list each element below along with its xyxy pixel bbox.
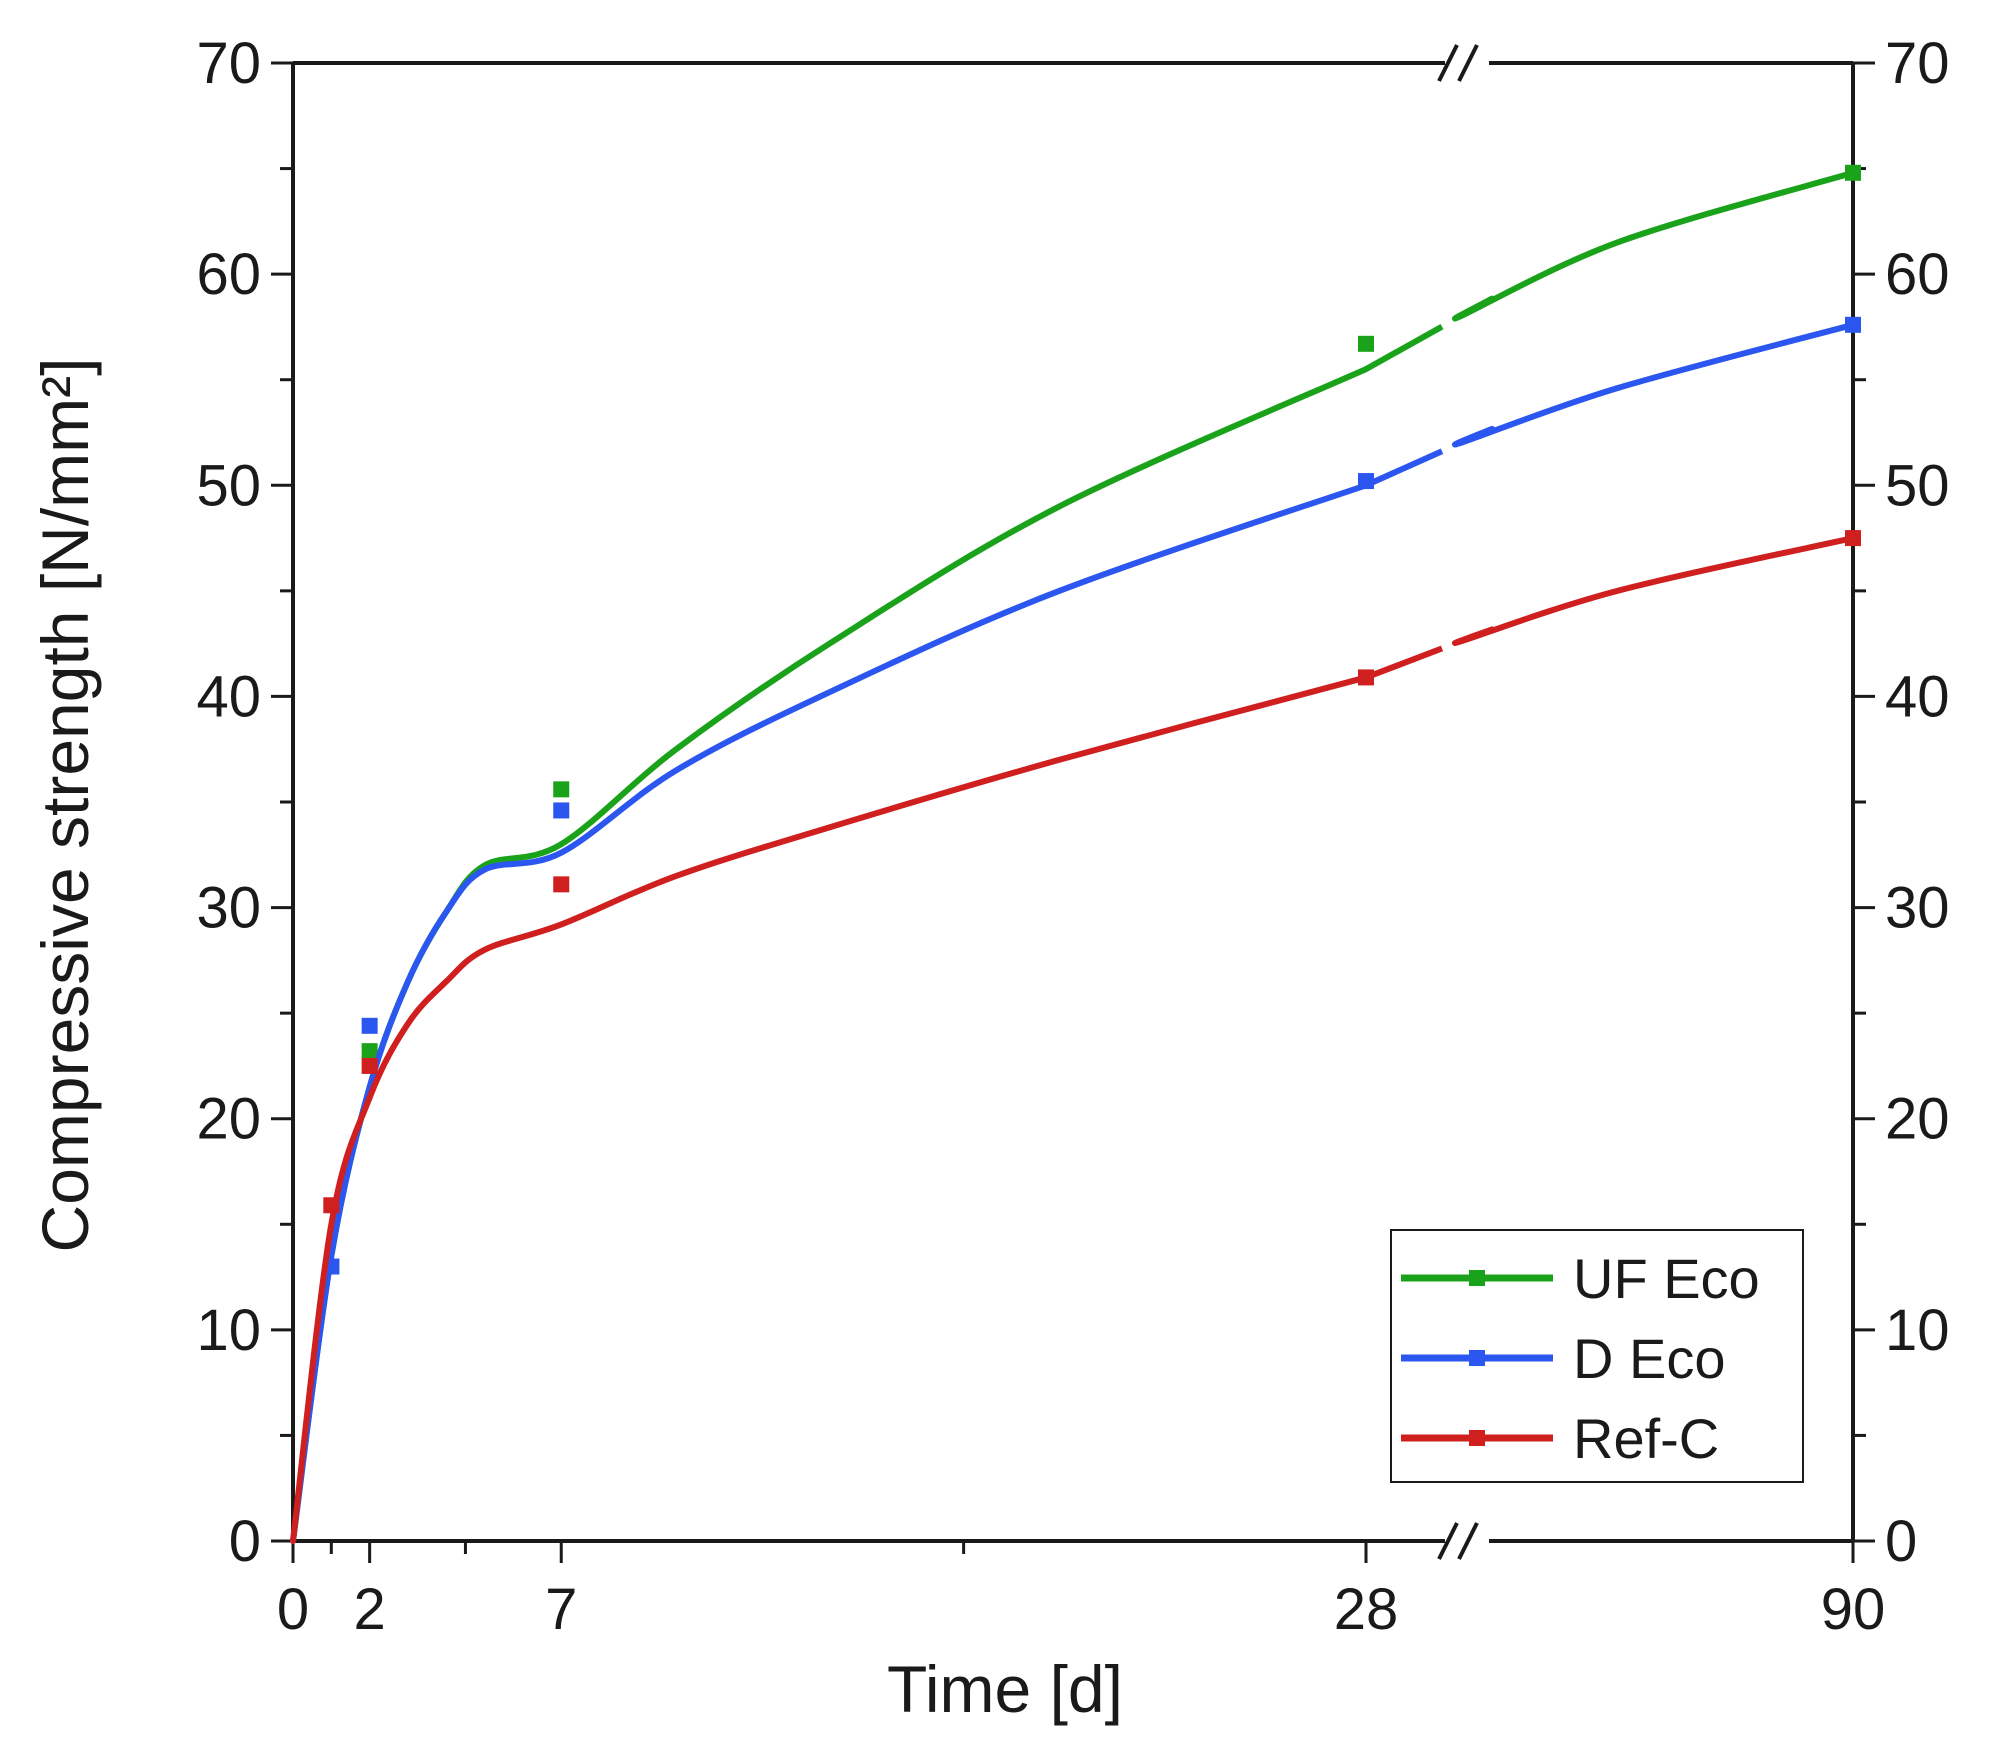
data-point-marker bbox=[361, 1057, 378, 1074]
y-tick-label-right: 10 bbox=[1885, 1298, 1950, 1363]
y-tick-label-left: 50 bbox=[196, 453, 261, 518]
fit-curve-late bbox=[1452, 321, 1856, 448]
x-tick-label: 0 bbox=[277, 1577, 309, 1642]
legend-label: UF Eco bbox=[1573, 1247, 1760, 1310]
y-tick-label-right: 20 bbox=[1885, 1087, 1950, 1152]
y-tick-label-right: 30 bbox=[1885, 876, 1950, 941]
x-tick-label: 2 bbox=[354, 1577, 386, 1642]
y-tick-label-right: 0 bbox=[1885, 1509, 1917, 1574]
fit-curve-pre-break bbox=[1364, 645, 1444, 681]
y-tick-label-left: 10 bbox=[196, 1298, 261, 1363]
x-axis-ticks: 0 2 7 28 90 bbox=[277, 1541, 1885, 1642]
fit-curve-pre-break bbox=[1364, 448, 1444, 489]
data-point-marker bbox=[1845, 316, 1861, 333]
data-point-marker bbox=[323, 1197, 340, 1214]
y-tick-label-left: 30 bbox=[196, 876, 261, 941]
data-point-marker bbox=[1358, 473, 1374, 490]
legend-swatch-marker bbox=[1469, 1270, 1485, 1286]
bottom-axis-break-mark bbox=[1437, 1522, 1459, 1560]
bottom-axis-break-mark bbox=[1457, 1522, 1479, 1560]
data-point-marker bbox=[553, 781, 570, 798]
legend: UF Eco D Eco Ref-C bbox=[1390, 1229, 1804, 1483]
data-point-marker bbox=[1845, 164, 1861, 181]
x-tick-label: 90 bbox=[1821, 1577, 1886, 1642]
y-axis-title: Compressive strength [N/mm²] bbox=[28, 358, 102, 1253]
legend-item: Ref-C bbox=[1401, 1407, 1719, 1470]
y-tick-label-left: 20 bbox=[196, 1087, 261, 1152]
top-axis-break-mark bbox=[1437, 44, 1459, 82]
y-axis-ticks: 0 0 10 10 20 20 30 30 40 40 50 50 60 60 70 70 bbox=[196, 31, 1949, 1574]
legend-item: UF Eco bbox=[1401, 1247, 1760, 1310]
legend-swatch-marker bbox=[1469, 1350, 1485, 1366]
x-tick-label: 7 bbox=[545, 1577, 577, 1642]
y-tick-label-left: 70 bbox=[196, 31, 261, 96]
x-axis-title: Time [d] bbox=[887, 1652, 1123, 1726]
data-point-marker bbox=[553, 802, 570, 819]
fit-curve-early bbox=[290, 674, 1369, 1544]
fit-curve-early bbox=[290, 366, 1369, 1544]
data-point-marker bbox=[361, 1017, 378, 1034]
y-tick-label-left: 40 bbox=[196, 664, 261, 729]
fit-curve-late bbox=[1452, 169, 1856, 322]
x-tick-label: 28 bbox=[1334, 1577, 1399, 1642]
series-d-eco bbox=[290, 316, 1861, 1544]
data-point-marker bbox=[361, 1043, 378, 1060]
y-tick-label-left: 60 bbox=[196, 242, 261, 307]
y-tick-label-left: 0 bbox=[229, 1509, 261, 1574]
plot-frame bbox=[291, 44, 1855, 1560]
data-point-marker bbox=[1358, 669, 1374, 686]
fit-curve-pre-break bbox=[1364, 323, 1444, 372]
fit-curve-early bbox=[290, 482, 1369, 1544]
legend-label: Ref-C bbox=[1573, 1407, 1719, 1470]
y-tick-label-right: 40 bbox=[1885, 664, 1950, 729]
legend-swatch-marker bbox=[1469, 1430, 1485, 1446]
y-tick-label-right: 70 bbox=[1885, 31, 1950, 96]
legend-label: D Eco bbox=[1573, 1327, 1726, 1390]
y-tick-label-right: 60 bbox=[1885, 242, 1950, 307]
legend-item: D Eco bbox=[1401, 1327, 1726, 1390]
data-point-marker bbox=[553, 876, 570, 893]
y-tick-label-right: 50 bbox=[1885, 453, 1950, 518]
series-ref-c bbox=[290, 530, 1861, 1544]
top-axis-break-mark bbox=[1457, 44, 1479, 82]
data-point-marker bbox=[1358, 335, 1374, 352]
series-layer bbox=[290, 164, 1861, 1544]
fit-curve-late bbox=[1452, 535, 1856, 646]
data-point-marker bbox=[1845, 530, 1861, 547]
